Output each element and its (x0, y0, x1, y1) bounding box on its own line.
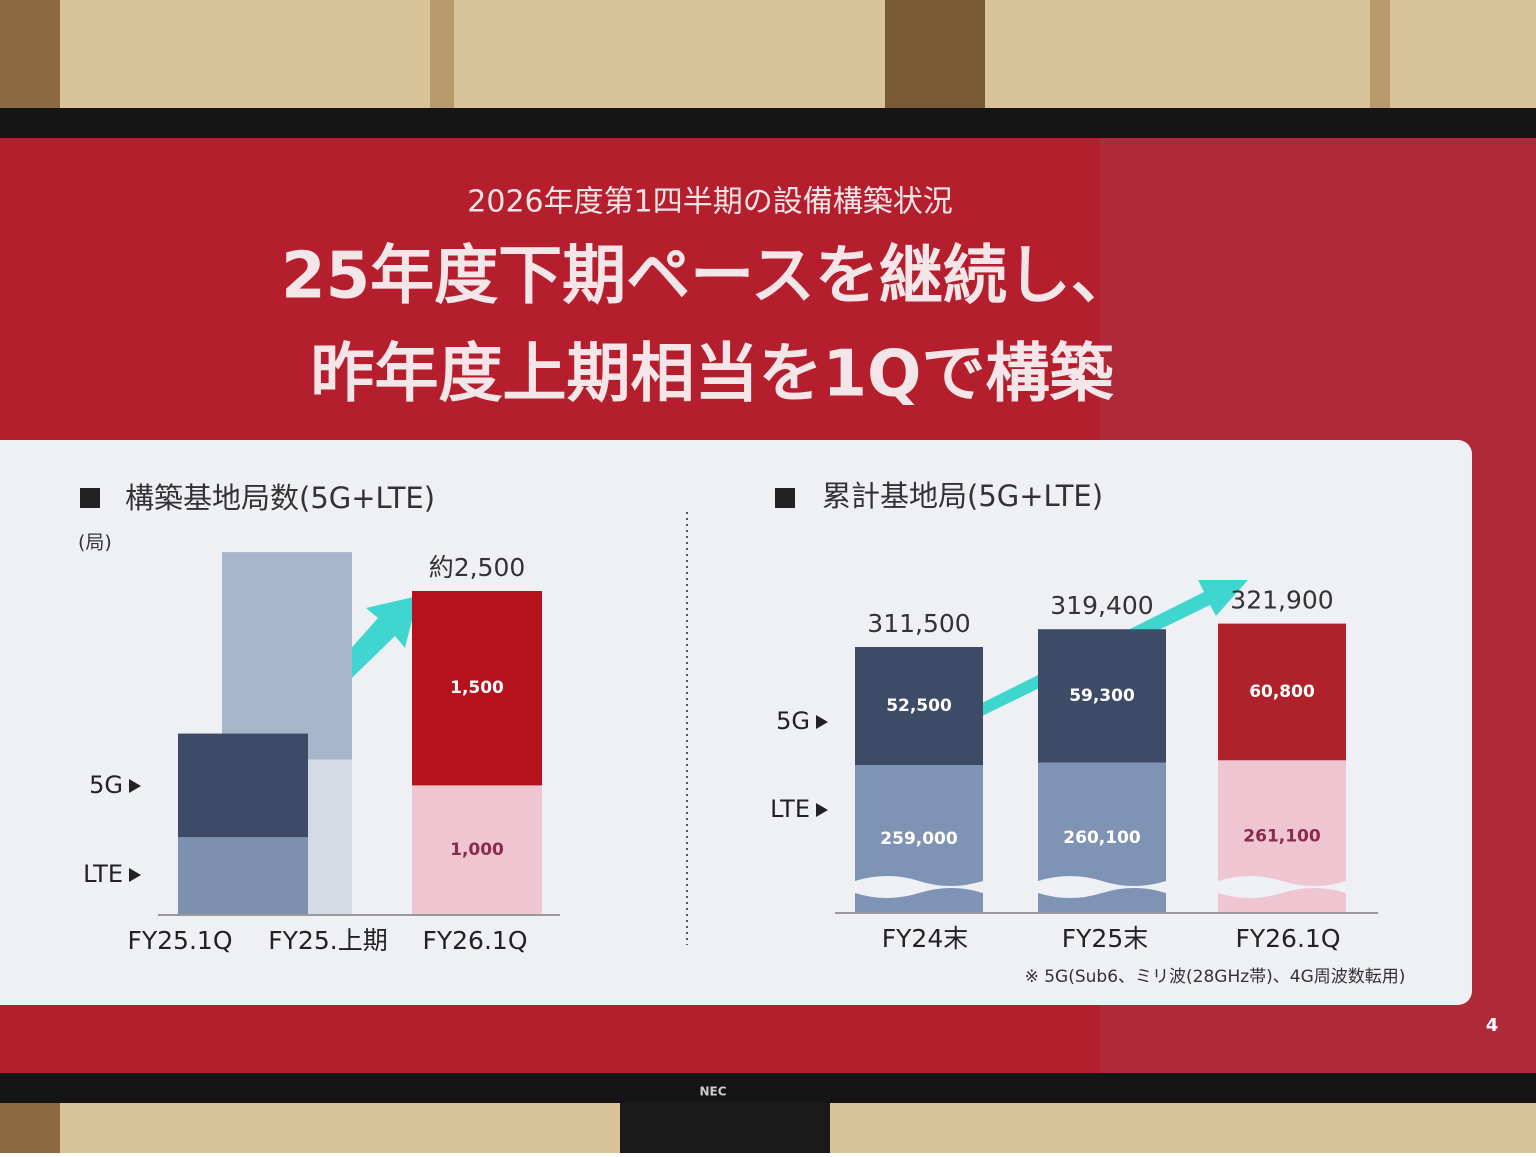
wood-strip (885, 0, 985, 110)
x-tick-label: FY25.1Q (128, 926, 233, 955)
value-label: 60,800 (1249, 682, 1315, 702)
slide-title: 25年度下期ペースを継続し、 (281, 240, 1135, 314)
bar-segment (1038, 629, 1166, 763)
bar-segment (855, 647, 983, 765)
value-label: 59,300 (1069, 686, 1135, 706)
x-tick-label: FY25.上期 (268, 926, 387, 955)
x-tick-label: FY26.1Q (423, 926, 528, 955)
series-label: LTE (83, 860, 123, 888)
unit-label: (局) (78, 532, 112, 554)
series-label: 5G (776, 707, 810, 735)
axis-break (1218, 876, 1346, 898)
total-label: 約2,500 (429, 553, 526, 582)
series-arrow (816, 715, 828, 729)
value-label: 52,500 (886, 696, 952, 716)
value-label: 260,100 (1063, 828, 1141, 848)
bar-segment (412, 785, 542, 915)
monitor-stand (620, 1095, 830, 1153)
page-number: 4 (1486, 1015, 1499, 1036)
monitor-brand: NEC (699, 1085, 726, 1099)
slide-kicker: 2026年度第1四半期の設備構築状況 (467, 185, 952, 220)
bar-segment (412, 591, 542, 786)
chart-title: 構築基地局数(5G+LTE) (125, 481, 435, 515)
wood-strip (1370, 0, 1390, 110)
total-label: 321,900 (1230, 586, 1333, 615)
series-arrow (816, 803, 828, 817)
series-label: LTE (770, 795, 810, 823)
title-square (775, 488, 795, 508)
value-label: 1,000 (450, 840, 504, 860)
footnote: ※ 5G(Sub6、ミリ波(28GHz帯)、4G周波数転用) (1025, 967, 1406, 987)
series-arrow (129, 779, 141, 793)
bar-segment (222, 552, 352, 760)
axis-break (1038, 876, 1166, 898)
x-tick-label: FY24末 (882, 924, 968, 953)
series-label: 5G (89, 771, 123, 799)
series-arrow (129, 868, 141, 882)
axis-break (855, 876, 983, 898)
total-label: 319,400 (1050, 591, 1153, 620)
x-tick-label: FY25末 (1062, 924, 1148, 953)
bar-segment (1218, 623, 1346, 761)
chart-title: 累計基地局(5G+LTE) (822, 479, 1103, 513)
value-label: 261,100 (1243, 827, 1321, 847)
wood-strip (430, 0, 454, 110)
slide-title: 昨年度上期相当を1Qで構築 (311, 338, 1115, 412)
value-label: 259,000 (880, 829, 958, 849)
bar-segment (178, 733, 308, 838)
x-tick-label: FY26.1Q (1236, 924, 1341, 953)
bar-segment (178, 837, 308, 915)
value-label: 1,500 (450, 678, 504, 698)
total-label: 311,500 (867, 609, 970, 638)
title-square (80, 488, 100, 508)
